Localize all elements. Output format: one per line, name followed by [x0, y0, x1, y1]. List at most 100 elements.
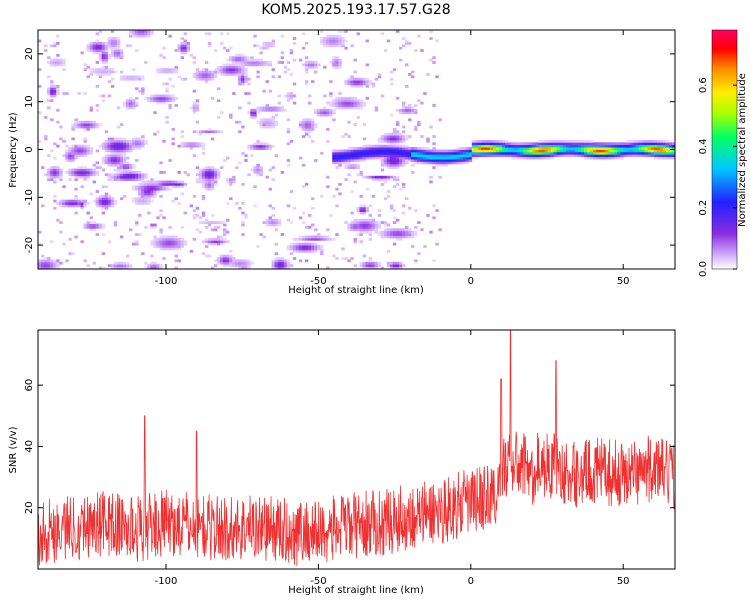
spectrogram-cell [362, 82, 366, 86]
spectrogram-cell [159, 228, 163, 232]
spectrogram-cell [301, 249, 306, 253]
spectrogram-cell [441, 156, 445, 160]
spectrogram-cell [368, 156, 373, 160]
spectrogram-cell [344, 156, 348, 160]
spectrogram-cell [107, 37, 112, 40]
spectrogram-cell [135, 147, 139, 150]
spectrogram-cell [590, 139, 594, 143]
spectrogram-cell [353, 240, 357, 244]
spectrogram-cell [141, 178, 145, 181]
spectrogram-cell [350, 211, 354, 215]
spectrogram-cell [365, 77, 370, 81]
spectrogram-cell [271, 68, 275, 72]
spectrogram-cell [138, 233, 142, 236]
spectrogram-cell [453, 161, 457, 165]
spectrogram-cell [171, 84, 175, 88]
spectrogram-cell [329, 80, 333, 83]
spectrogram-cell [632, 144, 636, 148]
spectrogram-cell [165, 180, 169, 184]
spectrogram-cell [286, 264, 291, 268]
spectrogram-cell [368, 154, 373, 158]
spectrogram-cell [671, 154, 675, 158]
spectrogram-cell [201, 214, 206, 217]
spectrogram-cell [89, 221, 93, 224]
spectrogram-cell [156, 99, 160, 103]
spectrogram-cell [335, 63, 339, 67]
spectrogram-cell [104, 51, 109, 55]
spectrogram-cell [201, 144, 206, 148]
spectrogram-cell [304, 82, 309, 86]
spectrogram-cell [204, 225, 209, 229]
spectrogram-cell [135, 175, 139, 179]
spectrogram-cell [232, 65, 236, 69]
spectrogram-cell [304, 125, 309, 129]
spectrogram-cell [486, 139, 491, 143]
spectrogram-cell [362, 80, 366, 83]
spectrogram-cell [377, 221, 382, 224]
spectrogram-cell [317, 247, 321, 251]
spectrogram-cell [383, 135, 388, 138]
spectrogram-cell [165, 70, 169, 74]
spectrogram-cell [596, 142, 600, 146]
spectrogram-cell [153, 194, 157, 198]
spectrogram-cell [138, 194, 142, 198]
spectrogram-cell [405, 137, 409, 141]
spectrogram-cell [438, 228, 442, 232]
spectrogram-cell [429, 230, 433, 234]
spectrogram-cell [295, 249, 300, 253]
spectrogram-cell [101, 206, 106, 210]
spectrogram-cell [207, 187, 212, 191]
spectrogram-cell [89, 41, 93, 45]
spectrogram-cell [226, 68, 230, 72]
colorbar-ticks: 0.00.20.40.6 [698, 77, 737, 277]
spectrogram-cell [238, 77, 242, 81]
spectrogram-cell [414, 156, 418, 160]
spectrogram-cell [359, 194, 363, 198]
spectrogram-cell [192, 56, 197, 60]
spectrogram-cell [359, 151, 363, 155]
spectrogram-cell [344, 221, 348, 224]
spectrogram-cell [229, 249, 233, 253]
spectrogram-cell [629, 154, 633, 158]
spectrogram-cell [198, 168, 203, 172]
spectrogram-cell [329, 108, 333, 112]
spectrogram-cell [380, 94, 385, 98]
spectrogram-cell [92, 44, 97, 48]
spectrogram-cell [389, 175, 394, 179]
spectrogram-cell [141, 139, 145, 143]
spectrogram-cell [392, 68, 397, 72]
spectrogram-cell [198, 230, 203, 234]
spectrogram-cell [377, 261, 382, 265]
spectrogram-cell [441, 154, 445, 158]
spectrogram-cell [135, 223, 139, 227]
spectrogram-cell [83, 259, 87, 263]
spectrogram-cell [59, 178, 63, 181]
spectrogram-cell [229, 56, 233, 60]
spectrogram-cell [50, 261, 54, 265]
spectrogram-cell [180, 192, 184, 196]
spectrogram-cell [599, 142, 603, 146]
spectrogram-cell [89, 68, 93, 72]
spectrogram-cell [426, 151, 430, 155]
spectrogram-cell [605, 147, 609, 150]
spectrogram-cell [98, 44, 103, 48]
spectrogram-cell [301, 185, 306, 189]
spectrogram-cell [198, 132, 203, 136]
spectrogram-cell [210, 237, 215, 241]
spectrogram-cell [338, 96, 342, 100]
spectrogram-cell [668, 144, 673, 148]
spectrogram-cell [417, 151, 421, 155]
spectrogram-cell [547, 151, 552, 155]
spectrogram-cell [326, 111, 330, 115]
spectrogram-cell [274, 266, 279, 269]
spectrogram-cell [122, 264, 127, 268]
spectrogram-cell [477, 151, 482, 155]
spectrogram-cell [571, 144, 576, 148]
spectrogram-cell [80, 206, 84, 210]
spectrogram-cell [274, 242, 279, 246]
spectrogram-cell [141, 92, 145, 95]
spectrogram-cell [213, 182, 218, 186]
spectrogram-cell [113, 144, 118, 148]
spectrogram-cell [244, 61, 248, 64]
spectrogram-cell [135, 221, 139, 224]
